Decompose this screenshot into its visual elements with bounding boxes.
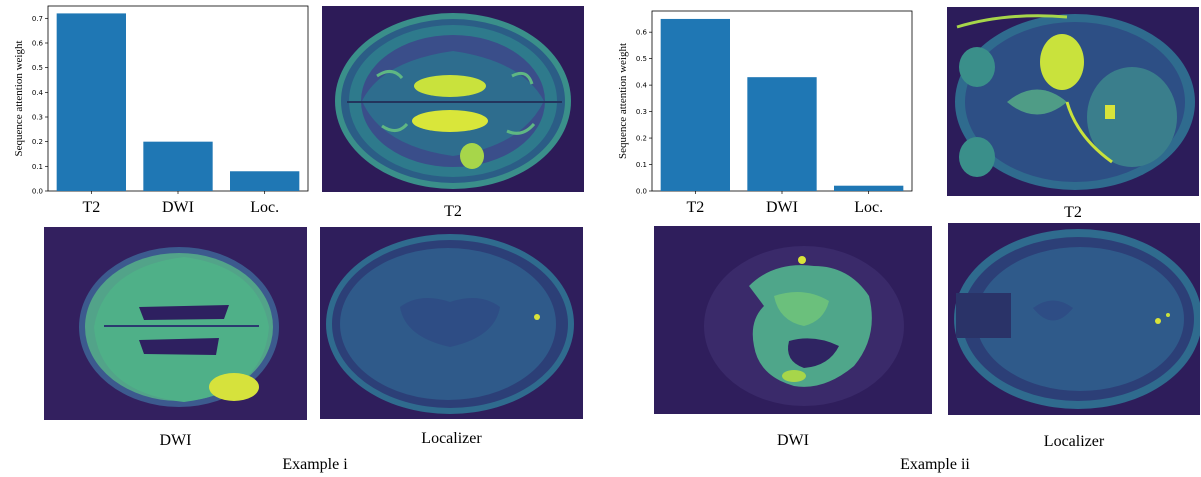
example-ii-title: Example ii	[900, 456, 970, 473]
attention-bar-chart-example-i: 0.0 0.1 0.2 0.3 0.4 0.5 0.6 0.7 T2 DWI Loc. Sequenc…	[13, 5, 309, 216]
x-tick-label: T2	[82, 199, 100, 216]
y-axis-label: Sequence attention weight	[13, 40, 25, 156]
y-tick-label: 0.0	[636, 188, 647, 196]
y-tick-label: 0.6	[636, 29, 648, 37]
x-tick-label: DWI	[162, 199, 194, 216]
bar-loc	[834, 185, 904, 191]
x-tick-label: Loc.	[250, 199, 279, 216]
x-tick-label: Loc.	[854, 199, 883, 216]
y-tick-label: 0.2	[32, 138, 43, 146]
y-tick-label: 0.0	[32, 188, 43, 196]
y-tick-label: 0.3	[32, 114, 43, 122]
t2-label-example-ii: T2	[1064, 204, 1082, 221]
bar-t2	[56, 13, 126, 192]
y-tick-label: 0.5	[32, 64, 43, 72]
bar-t2	[660, 18, 730, 191]
y-tick-label: 0.7	[32, 15, 43, 23]
example-i-title: Example i	[282, 456, 348, 473]
localizer-scan-image-example-i	[320, 227, 583, 419]
y-tick-label: 0.1	[32, 163, 43, 171]
y-tick-label: 0.4	[32, 89, 44, 97]
localizer-scan-image-example-ii	[948, 223, 1200, 415]
y-tick-label: 0.1	[636, 161, 647, 169]
dwi-label-example-ii: DWI	[777, 432, 809, 449]
y-tick-label: 0.4	[636, 82, 648, 90]
y-tick-label: 0.5	[636, 55, 647, 63]
bar-dwi	[747, 77, 817, 191]
y-tick-label: 0.3	[636, 108, 647, 116]
localizer-label-example-i: Localizer	[421, 430, 482, 447]
bar-dwi	[143, 141, 213, 191]
localizer-label-example-ii: Localizer	[1043, 433, 1105, 450]
dwi-scan-image-example-ii	[654, 226, 932, 414]
bar-loc	[230, 171, 300, 191]
t2-scan-image-example-i	[322, 6, 584, 192]
attention-bar-chart-example-ii: 0.0 0.1 0.2 0.3 0.4 0.5 0.6 T2 DWI Loc. Sequence a…	[617, 10, 913, 216]
dwi-scan-image-example-i	[44, 227, 307, 420]
y-tick-label: 0.6	[32, 40, 44, 48]
y-axis-label: Sequence attention weight	[617, 43, 629, 159]
x-tick-label: T2	[686, 199, 704, 216]
dwi-label-example-i: DWI	[159, 432, 192, 449]
t2-label-example-i: T2	[444, 203, 462, 220]
y-tick-label: 0.2	[636, 135, 647, 143]
t2-scan-image-example-ii	[947, 7, 1199, 196]
x-tick-label: DWI	[766, 199, 798, 216]
